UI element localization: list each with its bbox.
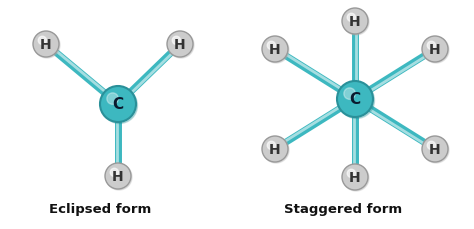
Circle shape [263,137,289,163]
Circle shape [342,164,368,190]
Circle shape [110,169,118,177]
Circle shape [263,38,289,64]
Circle shape [267,142,275,150]
Circle shape [422,37,448,63]
Text: H: H [349,15,361,29]
Circle shape [423,38,449,64]
Circle shape [427,42,436,50]
Circle shape [100,87,136,123]
Circle shape [106,164,132,190]
Circle shape [423,137,449,163]
Text: C: C [349,92,361,107]
Circle shape [343,165,369,191]
Circle shape [38,37,46,45]
Text: H: H [174,38,186,52]
Text: H: H [269,142,281,156]
Circle shape [33,32,59,58]
Circle shape [338,83,374,119]
Circle shape [168,33,194,59]
Circle shape [172,37,181,45]
Circle shape [262,136,288,162]
Text: H: H [349,170,361,184]
Text: Staggered form: Staggered form [284,203,402,215]
Circle shape [107,93,118,105]
Text: H: H [269,43,281,57]
Circle shape [262,37,288,63]
Text: H: H [112,169,124,183]
Circle shape [343,10,369,36]
Circle shape [422,136,448,162]
Text: H: H [40,38,52,52]
Circle shape [427,142,436,150]
Circle shape [347,169,356,178]
Circle shape [347,14,356,22]
Circle shape [344,88,356,100]
Circle shape [167,32,193,58]
Circle shape [342,9,368,35]
Text: H: H [429,142,441,156]
Text: H: H [429,43,441,57]
Circle shape [34,33,60,59]
Text: Eclipsed form: Eclipsed form [49,203,151,215]
Circle shape [267,42,275,50]
Circle shape [105,163,131,189]
Circle shape [337,82,373,117]
Circle shape [101,88,137,124]
Text: C: C [112,97,124,112]
